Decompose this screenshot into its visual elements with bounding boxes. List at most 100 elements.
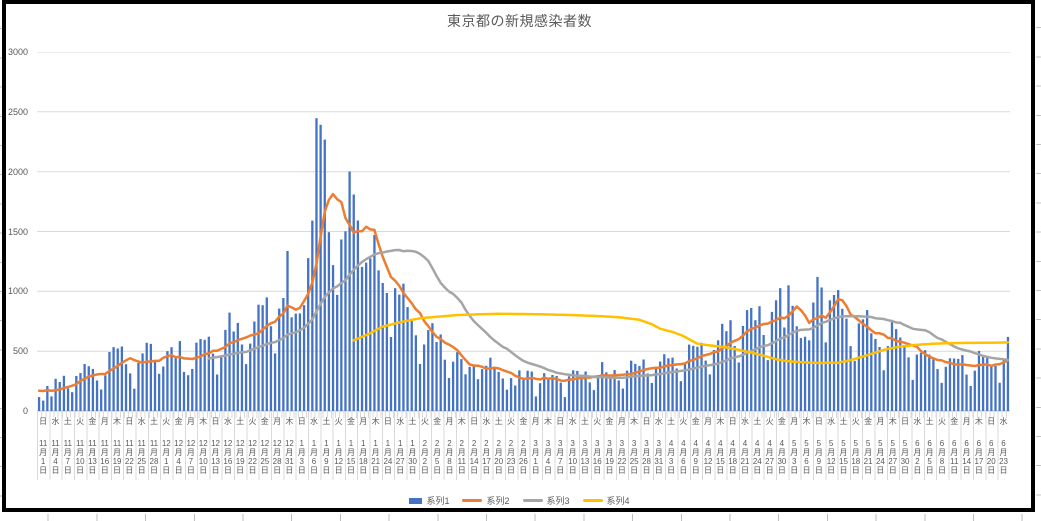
- bar-series1: [485, 365, 488, 411]
- bar-series1: [911, 379, 914, 411]
- bar-series1: [253, 321, 256, 411]
- legend-item-系列4[interactable]: 系列4: [582, 494, 630, 507]
- bar-series1: [269, 326, 273, 411]
- bar-series1: [559, 382, 562, 411]
- bar-series1: [547, 377, 550, 411]
- bar-series1: [182, 371, 186, 411]
- x-tick-label: 水 12 月 16 日: [223, 417, 233, 475]
- bar-series1: [100, 389, 103, 411]
- y-tick-label: 1500: [7, 226, 28, 237]
- x-tick-label: 月 5 月 24 日: [875, 417, 885, 475]
- bar-series1: [750, 308, 753, 411]
- bar-series1: [530, 371, 533, 411]
- plot-area[interactable]: [37, 52, 1010, 412]
- bar-series1: [149, 343, 153, 411]
- bar-series1: [116, 348, 119, 411]
- bar-series1: [874, 339, 877, 411]
- bar-series1: [853, 360, 856, 411]
- x-tick-label: 土 4 月 24 日: [752, 417, 762, 475]
- bar-series1: [576, 370, 579, 411]
- bar-series1: [961, 355, 964, 411]
- bar-series1: [696, 346, 699, 411]
- x-tick-label: 日 4 月 18 日: [728, 417, 738, 475]
- bar-series1: [936, 369, 939, 411]
- bar-series1: [120, 346, 124, 411]
- bar-series1: [625, 370, 629, 411]
- bar-series1: [658, 361, 662, 411]
- bar-series1: [617, 380, 620, 411]
- bar-series1: [795, 326, 798, 411]
- x-tick-label: 日 2 月 14 日: [469, 417, 479, 475]
- bar-series1: [687, 344, 691, 411]
- x-tick-label: 火 3 月 16 日: [592, 417, 602, 475]
- bar-series1: [54, 378, 57, 411]
- bar-series1: [774, 300, 778, 411]
- bar-series1: [402, 283, 405, 411]
- x-tick-label: 土 2 月 20 日: [494, 417, 504, 475]
- bar-series1: [356, 220, 360, 411]
- bar-series1: [360, 266, 364, 411]
- chart-title: 東京都の新規感染者数: [447, 13, 592, 29]
- x-tick-label: 水 11 月 4 日: [51, 417, 60, 475]
- bar-series1: [240, 344, 244, 411]
- bar-series1: [638, 366, 641, 411]
- bar-series1: [75, 375, 78, 411]
- bar-series1: [311, 220, 314, 411]
- bar-series1: [923, 350, 927, 411]
- x-tick-label: 土 3 月 13 日: [580, 417, 590, 475]
- bar-series1: [584, 371, 587, 411]
- bar-series1: [998, 382, 1001, 411]
- x-tick-label: 日 11 月 22 日: [124, 417, 134, 475]
- bar-series1: [588, 382, 591, 411]
- bar-series1: [841, 308, 844, 411]
- x-tick-label: 日 6 月 20 日: [986, 417, 996, 475]
- bar-series1: [443, 359, 446, 411]
- bar-series1: [857, 323, 861, 411]
- bar-series1: [754, 320, 757, 411]
- bar-series1: [91, 368, 95, 411]
- bar-series1: [944, 366, 947, 411]
- bar-series1: [348, 171, 351, 411]
- bar-series1: [1002, 358, 1005, 411]
- x-tick-label: 月 12 月 28 日: [272, 417, 282, 475]
- bar-series1: [667, 358, 670, 411]
- bar-series1: [501, 378, 504, 411]
- bar-series1: [46, 386, 49, 411]
- bar-series1: [894, 329, 898, 411]
- bar-series1: [725, 331, 728, 411]
- bar-series1: [886, 346, 890, 411]
- bar-series1: [468, 366, 471, 411]
- legend-item-系列2[interactable]: 系列2: [462, 494, 510, 507]
- x-tick-label: 火 2 月 23 日: [506, 417, 516, 475]
- legend-item-系列3[interactable]: 系列3: [522, 494, 570, 507]
- y-tick-label: 2000: [7, 166, 28, 177]
- x-tick-label: 日 11 月 1 日: [39, 417, 48, 475]
- bar-series1: [207, 336, 210, 411]
- x-tick-label: 水 2 月 17 日: [481, 417, 491, 475]
- bar-series1: [352, 194, 355, 411]
- legend-item-系列1[interactable]: 系列1: [409, 494, 449, 507]
- bar-series1: [762, 335, 765, 411]
- bar-series1: [71, 392, 74, 411]
- bar-series1: [373, 235, 376, 411]
- bar-series1: [870, 333, 873, 411]
- bar-series1: [890, 322, 894, 411]
- bar-series1: [642, 359, 645, 411]
- bar-series1: [845, 318, 848, 411]
- bar-series1: [770, 311, 774, 411]
- bar-series1: [385, 293, 389, 411]
- bar-series1: [791, 305, 794, 411]
- bar-series1: [824, 342, 827, 411]
- bar-series1: [414, 335, 417, 411]
- x-tick-label: 土 11 月 28 日: [149, 417, 159, 475]
- bar-series1: [108, 352, 111, 411]
- x-tick-label: 火 12 月 22 日: [248, 417, 257, 475]
- bar-series1: [66, 388, 70, 411]
